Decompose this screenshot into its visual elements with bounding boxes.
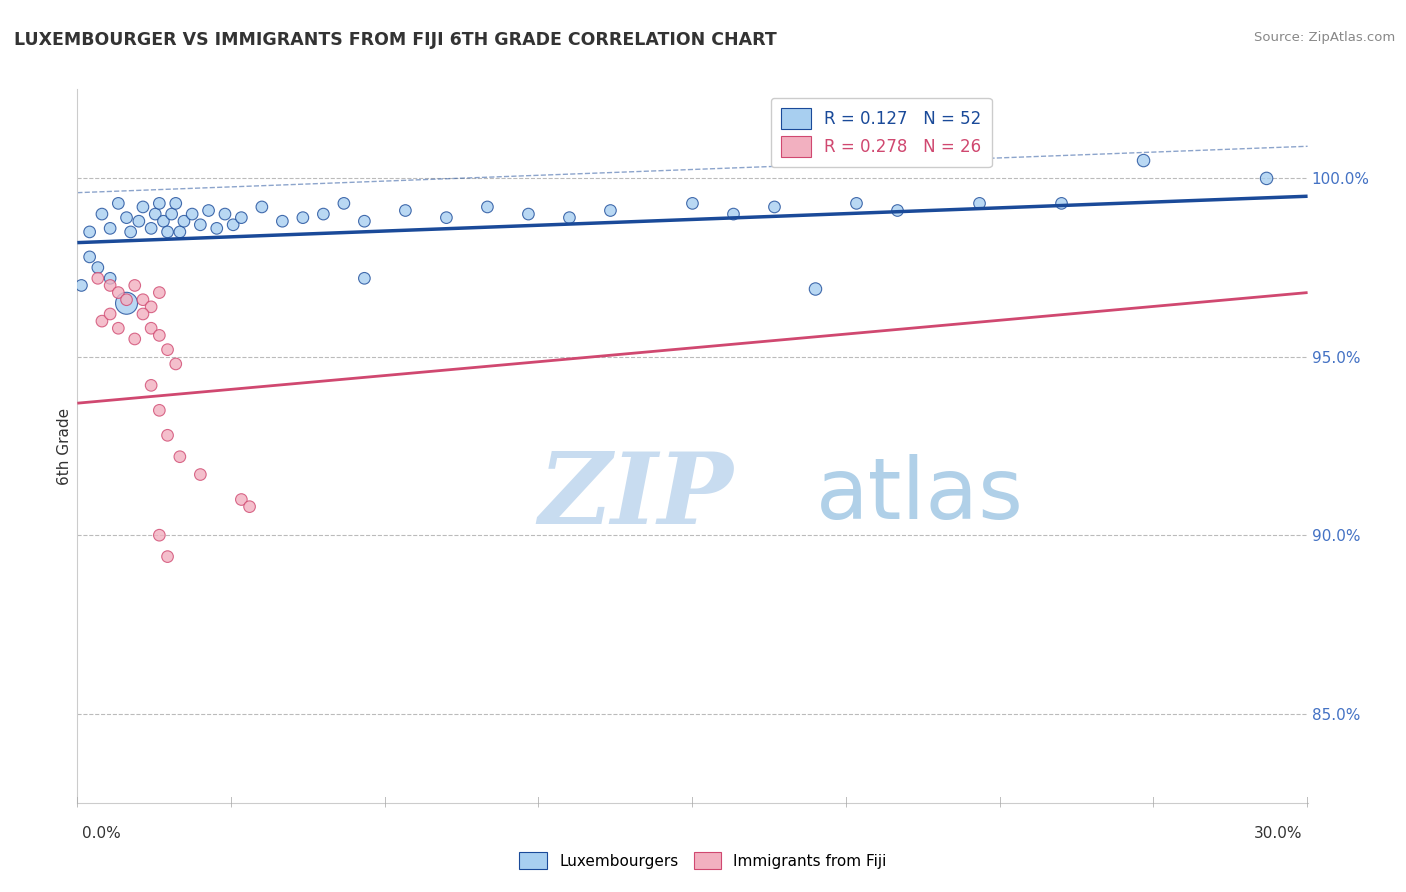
Point [141, 300, 163, 314]
Text: |: | [1306, 797, 1309, 807]
Point [120, 225, 142, 239]
Point [250, 200, 273, 214]
Point [804, 282, 827, 296]
Point [197, 203, 219, 218]
Point [214, 207, 236, 221]
Text: |: | [998, 797, 1001, 807]
Point [969, 196, 991, 211]
Point [763, 200, 786, 214]
Point [165, 357, 187, 371]
Point [682, 196, 704, 211]
Point [558, 211, 581, 225]
Point [70, 278, 93, 293]
Text: 30.0%: 30.0% [1254, 827, 1302, 841]
Point [239, 500, 262, 514]
Point [148, 328, 170, 343]
Point [87, 260, 110, 275]
Point [231, 492, 253, 507]
Point [156, 549, 179, 564]
Point [312, 207, 335, 221]
Point [333, 196, 356, 211]
Point [141, 321, 163, 335]
Text: ZIP: ZIP [538, 448, 734, 544]
Point [115, 211, 138, 225]
Point [148, 403, 170, 417]
Point [90, 314, 114, 328]
Point [115, 293, 138, 307]
Text: 0.0%: 0.0% [82, 827, 121, 841]
Point [148, 285, 170, 300]
Text: |: | [384, 797, 387, 807]
Point [141, 221, 163, 235]
Point [87, 271, 110, 285]
Point [1132, 153, 1154, 168]
Point [181, 207, 204, 221]
Text: |: | [76, 797, 79, 807]
Point [291, 211, 314, 225]
Point [148, 528, 170, 542]
Text: atlas: atlas [815, 454, 1024, 538]
Point [353, 271, 375, 285]
Point [1256, 171, 1278, 186]
Point [188, 218, 212, 232]
Point [156, 225, 179, 239]
Text: |: | [690, 797, 695, 807]
Point [98, 221, 121, 235]
Point [90, 207, 114, 221]
Point [143, 207, 166, 221]
Point [98, 307, 121, 321]
Point [394, 203, 416, 218]
Point [148, 196, 170, 211]
Point [173, 214, 195, 228]
Point [160, 207, 183, 221]
Point [98, 278, 121, 293]
Point [132, 200, 155, 214]
Point [169, 225, 191, 239]
Point [886, 203, 908, 218]
Point [477, 200, 499, 214]
Point [222, 218, 245, 232]
Text: |: | [845, 797, 848, 807]
Point [169, 450, 191, 464]
Point [353, 214, 375, 228]
Text: |: | [537, 797, 540, 807]
Point [165, 196, 187, 211]
Y-axis label: 6th Grade: 6th Grade [56, 408, 72, 484]
Point [156, 343, 179, 357]
Legend: R = 0.127   N = 52, R = 0.278   N = 26: R = 0.127 N = 52, R = 0.278 N = 26 [770, 97, 991, 167]
Point [231, 211, 253, 225]
Point [132, 307, 155, 321]
Text: |: | [229, 797, 233, 807]
Point [152, 214, 174, 228]
Point [436, 211, 458, 225]
Point [124, 332, 146, 346]
Point [79, 250, 101, 264]
Point [845, 196, 868, 211]
Point [132, 293, 155, 307]
Point [1050, 196, 1073, 211]
Point [517, 207, 540, 221]
Point [723, 207, 745, 221]
Text: |: | [1152, 797, 1156, 807]
Point [79, 225, 101, 239]
Point [107, 285, 129, 300]
Point [188, 467, 212, 482]
Text: Source: ZipAtlas.com: Source: ZipAtlas.com [1254, 31, 1395, 45]
Point [599, 203, 621, 218]
Point [156, 428, 179, 442]
Point [115, 296, 138, 310]
Point [271, 214, 294, 228]
Point [98, 271, 121, 285]
Point [205, 221, 228, 235]
Legend: Luxembourgers, Immigrants from Fiji: Luxembourgers, Immigrants from Fiji [513, 846, 893, 875]
Point [107, 196, 129, 211]
Text: LUXEMBOURGER VS IMMIGRANTS FROM FIJI 6TH GRADE CORRELATION CHART: LUXEMBOURGER VS IMMIGRANTS FROM FIJI 6TH… [14, 31, 776, 49]
Point [128, 214, 150, 228]
Point [141, 378, 163, 392]
Point [107, 321, 129, 335]
Point [124, 278, 146, 293]
